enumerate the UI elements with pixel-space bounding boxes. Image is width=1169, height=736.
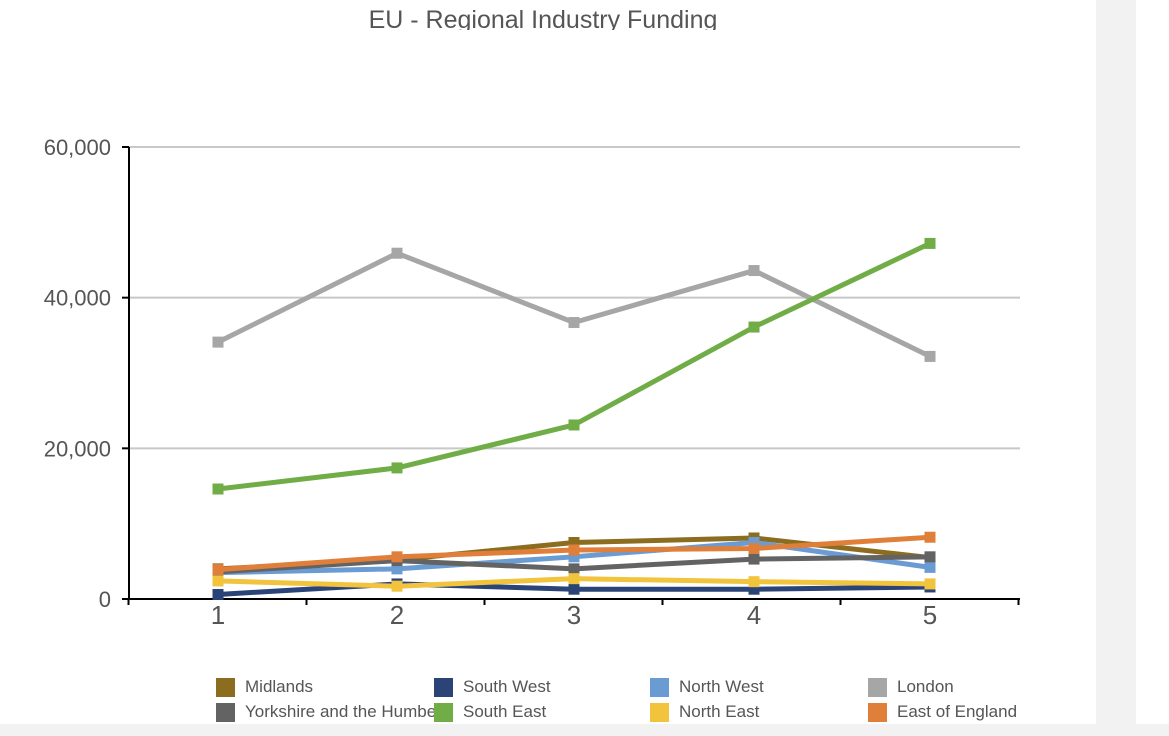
legend-label: Yorkshire and the Humber bbox=[245, 702, 442, 721]
x-tick-label: 1 bbox=[211, 600, 225, 630]
chart-card: EU - Regional Industry Funding 0 20,000 40… bbox=[0, 0, 1096, 724]
data-point bbox=[748, 321, 760, 333]
series-line bbox=[217, 241, 932, 492]
legend-label: South East bbox=[463, 702, 547, 721]
gridlines bbox=[129, 146, 1020, 450]
series-north-east bbox=[212, 573, 936, 592]
x-tick-label: 4 bbox=[747, 600, 761, 630]
legend-swatch bbox=[868, 677, 887, 697]
legend-swatch bbox=[434, 702, 453, 722]
data-point bbox=[568, 317, 580, 329]
data-point bbox=[568, 563, 580, 575]
series-south-east bbox=[212, 237, 936, 495]
data-point bbox=[391, 462, 403, 474]
series-group bbox=[212, 237, 936, 600]
data-point bbox=[568, 573, 580, 585]
data-point bbox=[924, 561, 936, 573]
legend-item: London bbox=[868, 677, 1096, 697]
data-point bbox=[391, 580, 403, 592]
legend-label: East of England bbox=[897, 702, 1018, 721]
legend-label: South West bbox=[463, 677, 551, 696]
data-point bbox=[924, 531, 936, 543]
data-point bbox=[568, 551, 580, 563]
data-point bbox=[212, 575, 224, 587]
x-tick-label: 5 bbox=[923, 600, 937, 630]
data-point bbox=[568, 419, 580, 431]
chart-title: EU - Regional Industry Funding bbox=[368, 6, 718, 30]
side-panel bbox=[1136, 0, 1169, 724]
legend-swatch bbox=[216, 677, 235, 697]
legend-item: North West bbox=[650, 677, 868, 697]
legend-swatch bbox=[650, 702, 669, 722]
data-point bbox=[568, 544, 580, 556]
legend-item: Midlands bbox=[216, 677, 434, 697]
data-point bbox=[212, 336, 224, 348]
legend-label: Midlands bbox=[245, 677, 314, 696]
legend-item: South West bbox=[434, 677, 650, 697]
data-point bbox=[924, 551, 936, 563]
y-tick-label: 40,000 bbox=[44, 286, 111, 311]
axes: 0 20,000 40,000 60,000 1 2 3 4 5 bbox=[44, 135, 1020, 630]
legend-swatch bbox=[868, 702, 887, 722]
data-point bbox=[568, 537, 580, 548]
data-point bbox=[212, 588, 224, 600]
legend-item: South East bbox=[434, 702, 650, 722]
y-tick-label: 0 bbox=[99, 587, 111, 612]
legend-item: Yorkshire and the Humber bbox=[216, 702, 442, 722]
y-tick-label: 20,000 bbox=[44, 436, 111, 461]
x-tick-label: 2 bbox=[390, 600, 404, 630]
legend: Midlands South West North West London Yorksh… bbox=[216, 677, 1096, 723]
y-tick-label: 60,000 bbox=[44, 135, 111, 160]
data-point bbox=[568, 583, 580, 595]
data-point bbox=[212, 483, 224, 495]
legend-item: North East bbox=[650, 702, 868, 722]
data-point bbox=[748, 265, 760, 277]
line-chart: 0 20,000 40,000 60,000 1 2 3 4 5 bbox=[44, 135, 1020, 630]
data-point bbox=[748, 543, 760, 555]
data-point bbox=[748, 576, 760, 588]
series-line bbox=[216, 250, 932, 359]
data-point bbox=[212, 564, 224, 576]
legend-swatch bbox=[216, 702, 235, 722]
data-point bbox=[748, 583, 760, 595]
data-point bbox=[391, 551, 403, 563]
data-point bbox=[391, 247, 403, 259]
series-east-of-england bbox=[212, 531, 936, 576]
legend-label: London bbox=[897, 677, 954, 696]
series-london bbox=[212, 247, 936, 362]
data-point bbox=[924, 350, 936, 362]
data-point bbox=[924, 578, 936, 590]
legend-label: North West bbox=[679, 677, 764, 696]
legend-label: North East bbox=[679, 702, 760, 721]
data-point bbox=[748, 537, 760, 548]
legend-swatch bbox=[650, 677, 669, 697]
data-point bbox=[924, 237, 936, 249]
data-point bbox=[748, 553, 760, 565]
data-point bbox=[391, 563, 403, 575]
x-tick-label: 3 bbox=[567, 600, 581, 630]
legend-swatch bbox=[434, 677, 453, 697]
legend-item: East of England bbox=[868, 702, 1096, 722]
